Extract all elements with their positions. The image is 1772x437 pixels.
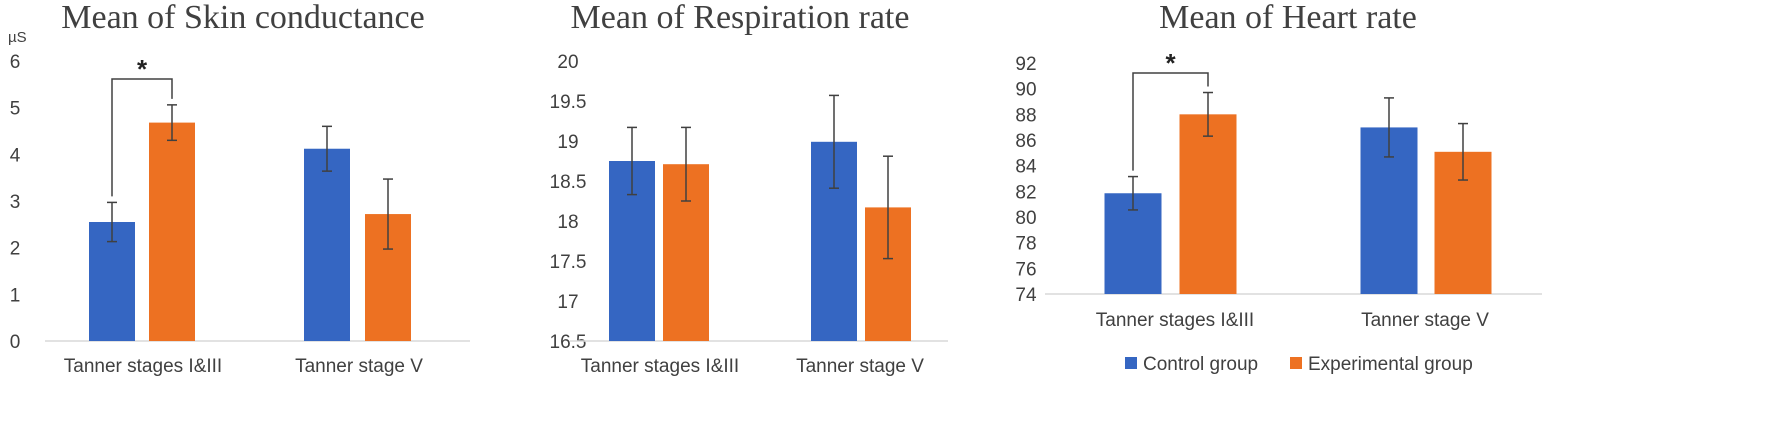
bar-control-2	[304, 148, 350, 341]
x-category-label: Tanner stage V	[1361, 310, 1489, 331]
significance-marker: *	[1165, 48, 1176, 78]
chart-panel-2: Mean of Respiration rate 16.5 17 17.5 18 18.5…	[550, 0, 948, 377]
y-tick-label: 16.5	[550, 332, 587, 353]
legend-swatch-experimental	[1290, 357, 1302, 369]
y-tick-label: 4	[10, 145, 21, 166]
x-category-label: Tanner stage V	[295, 356, 423, 377]
x-category-label: Tanner stages I&III	[1096, 310, 1254, 331]
chart-title: Mean of Skin conductance	[61, 0, 425, 36]
y-tick-label: 2	[10, 239, 21, 260]
significance-bracket	[1132, 72, 1209, 171]
significance-marker: *	[137, 54, 148, 84]
chart-title: Mean of Respiration rate	[571, 0, 910, 36]
y-unit-label: µS	[8, 29, 27, 46]
y-tick-label: 3	[10, 192, 21, 213]
legend-swatch-control	[1125, 357, 1137, 369]
chart-panel-3: Mean of Heart rate 74 76 78 80 82 84 86 88 90 92 Ta…	[1015, 0, 1542, 331]
y-tick-label: 19.5	[550, 92, 587, 113]
y-tick-label: 74	[1015, 285, 1037, 306]
y-tick-label: 5	[10, 99, 21, 120]
y-tick-label: 1	[10, 285, 21, 306]
chart-title: Mean of Heart rate	[1159, 0, 1417, 36]
y-tick-label: 92	[1015, 54, 1036, 75]
y-tick-label: 0	[10, 332, 21, 353]
y-tick-label: 18.5	[550, 172, 587, 193]
significance-bracket	[111, 78, 173, 197]
x-category-label: Tanner stage V	[796, 356, 924, 377]
y-tick-label: 82	[1015, 182, 1036, 203]
chart-panel-1: Mean of Skin conductance µS 0 1 2 3 4 5 6 Tanner …	[8, 0, 470, 377]
y-tick-label: 84	[1015, 157, 1037, 178]
legend: Control group Experimental group	[1125, 354, 1473, 375]
y-tick-label: 18	[557, 212, 578, 233]
y-tick-label: 90	[1015, 80, 1036, 101]
legend-label-control: Control group	[1143, 354, 1258, 375]
y-tick-label: 17.5	[550, 252, 587, 273]
bar-experimental-1	[149, 122, 195, 341]
x-category-label: Tanner stages I&III	[64, 356, 222, 377]
bar-experimental-1	[1179, 114, 1237, 294]
legend-label-experimental: Experimental group	[1308, 354, 1473, 375]
y-tick-label: 80	[1015, 208, 1036, 229]
y-tick-label: 6	[10, 52, 21, 73]
y-tick-label: 88	[1015, 105, 1036, 126]
y-tick-label: 78	[1015, 234, 1036, 255]
y-tick-label: 86	[1015, 131, 1036, 152]
x-category-label: Tanner stages I&III	[581, 356, 739, 377]
y-tick-label: 76	[1015, 259, 1036, 280]
y-tick-label: 17	[557, 292, 578, 313]
y-tick-label: 20	[557, 52, 578, 73]
y-tick-label: 19	[557, 132, 578, 153]
